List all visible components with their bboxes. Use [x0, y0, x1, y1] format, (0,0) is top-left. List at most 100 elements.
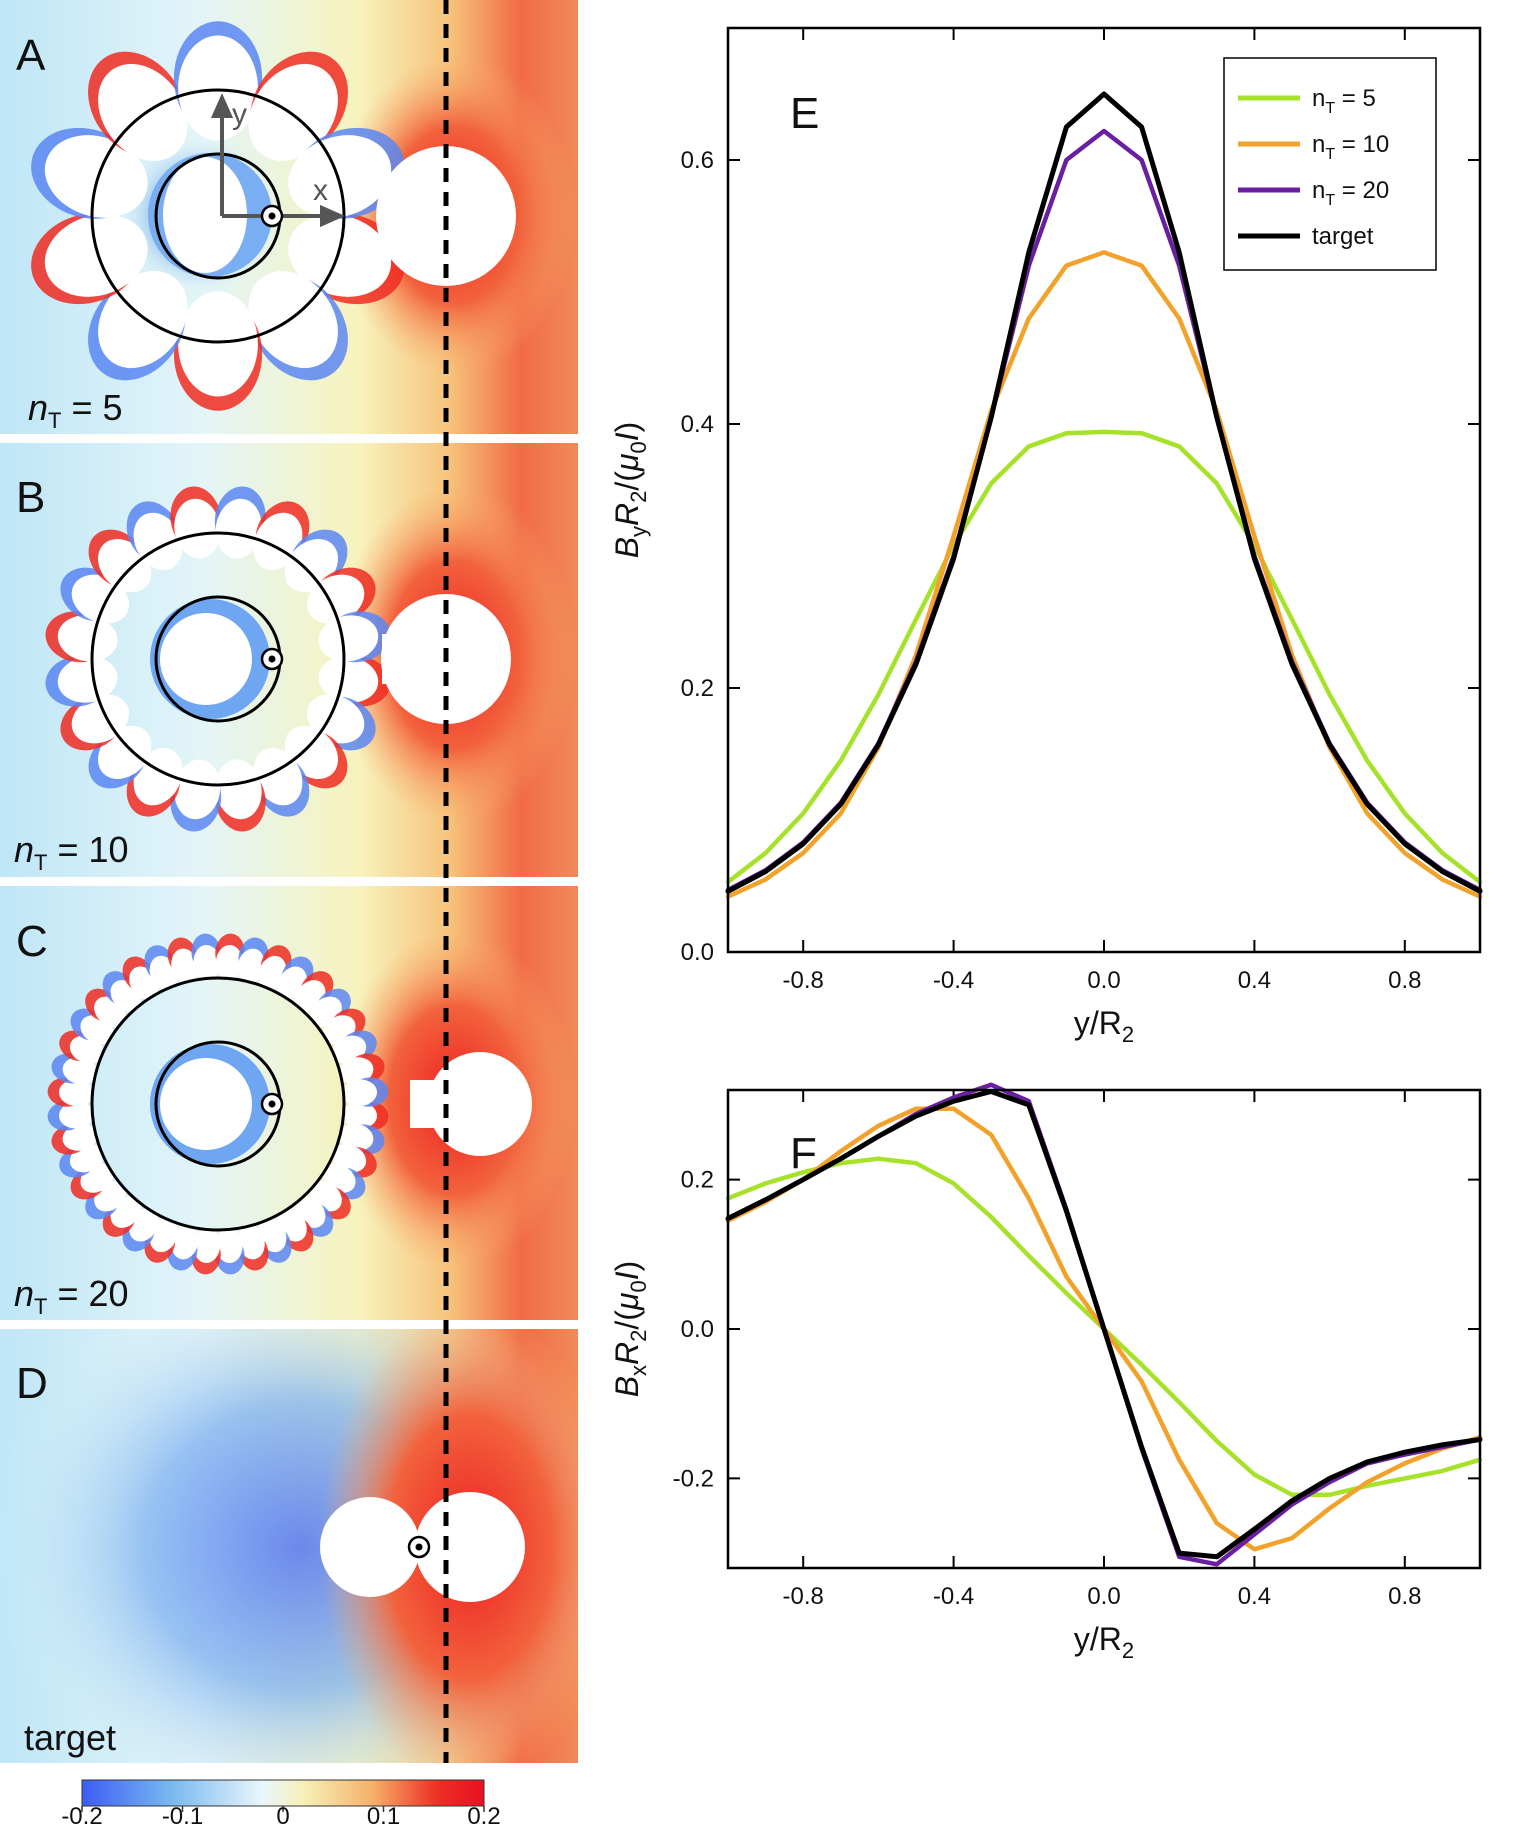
colorbar-tick-label: -0.1	[162, 1803, 203, 1826]
x-tick-label: 0.0	[1087, 1583, 1120, 1610]
lobe	[174, 498, 221, 559]
y-axis-glyph-label: y	[232, 98, 247, 131]
colorbar-tick-label: -0.2	[61, 1803, 102, 1826]
current-marker	[407, 1535, 431, 1559]
y-tick-label: 0.0	[681, 939, 714, 966]
lobe	[193, 1228, 221, 1264]
lobe	[58, 1079, 94, 1107]
field-map-d: D target	[0, 1329, 578, 1763]
panel-letter-f: F	[790, 1129, 817, 1178]
lobe	[178, 291, 258, 397]
x-tick-label: 0.4	[1238, 967, 1271, 994]
colorbar-tick-label: 0.1	[367, 1803, 400, 1826]
x-tick-label: -0.8	[783, 967, 824, 994]
chart-f-ticks: -0.8 -0.4 0.0 0.4 0.8 -0.2 0.0 0.2	[673, 1090, 1480, 1610]
lobe	[237, 948, 265, 984]
chart-f: -0.8 -0.4 0.0 0.4 0.8 -0.2 0.0 0.2 F y/R2 BxR2/…	[609, 1082, 1483, 1663]
lobe	[342, 1079, 378, 1107]
current-marker	[260, 647, 284, 671]
x-tick-label: 0.4	[1238, 1583, 1271, 1610]
legend-label: nT = 20	[1312, 177, 1389, 209]
y-tick-label: 0.0	[681, 1316, 714, 1343]
x-tick-label: 0.8	[1388, 1583, 1421, 1610]
panel-separator	[0, 877, 580, 886]
field-map-c: C nT = 20	[0, 886, 578, 1320]
panel-letter-e: E	[790, 89, 819, 138]
lobe	[338, 1123, 374, 1151]
inner-core	[160, 1058, 252, 1150]
x-tick-label: -0.4	[933, 1583, 974, 1610]
nt-label-c: nT = 20	[14, 1273, 129, 1319]
lobe	[318, 656, 379, 703]
panel-separator	[0, 434, 580, 443]
lobe-ring	[31, 21, 405, 411]
chart-e: -0.8 -0.4 0.0 0.4 0.80.00.20.40.6 E nT = 5nT…	[609, 26, 1483, 1047]
colorbar: -0.2 -0.1 0 0.1 0.2	[61, 1779, 501, 1826]
lobe	[193, 944, 221, 980]
field-map-b: B nT = 10	[0, 443, 578, 877]
y-tick-label: 0.4	[681, 411, 714, 438]
lobe	[178, 35, 258, 141]
right-blob	[415, 1492, 525, 1602]
lobe	[62, 1057, 98, 1085]
chart-f-x-axis-title: y/R2	[1074, 1621, 1134, 1663]
lobe	[215, 1228, 243, 1264]
lobe	[288, 214, 392, 297]
lobe	[58, 1101, 94, 1129]
outer-boundary-circle	[90, 531, 346, 787]
panel-letter-c: C	[16, 917, 48, 966]
blob-neck	[382, 634, 452, 684]
lobe	[44, 135, 148, 218]
lobe	[288, 135, 392, 218]
lobe	[215, 498, 262, 559]
x-tick-label: -0.4	[933, 967, 974, 994]
lobe	[171, 1224, 199, 1260]
inner-core	[160, 613, 252, 705]
y-tick-label: 0.2	[681, 1167, 714, 1194]
lobe	[62, 1123, 98, 1151]
chart-e-y-axis-title: ByR2/(μ0I)	[609, 422, 651, 559]
colorbar-ticks: -0.2 -0.1 0 0.1 0.2	[61, 1803, 500, 1826]
chart-e-x-axis-title: y/R2	[1074, 1005, 1134, 1047]
panel-separator	[0, 1320, 580, 1329]
lobe	[171, 948, 199, 984]
field-map-a: y x A nT = 5	[0, 0, 578, 434]
target-label: target	[24, 1717, 116, 1758]
chart-e-frame	[726, 26, 1482, 954]
chart-f-y-axis-title: BxR2/(μ0I)	[609, 1261, 651, 1398]
nt-label-b: nT = 10	[14, 829, 129, 875]
series-line-n-t-5	[725, 429, 1483, 885]
series-line-n-t-10	[725, 250, 1483, 899]
lobe	[44, 214, 148, 297]
panel-letter-d: D	[16, 1359, 48, 1408]
series-line-target	[725, 91, 1483, 894]
lobe	[338, 1057, 374, 1085]
x-tick-label: -0.8	[783, 1583, 824, 1610]
chart-e-ticks: -0.8 -0.4 0.0 0.4 0.8 0.0 0.2 0.4 0.6	[681, 28, 1480, 994]
x-tick-label: 0.0	[1087, 967, 1120, 994]
current-marker	[260, 1092, 284, 1116]
lobe	[342, 1101, 378, 1129]
legend-label: nT = 5	[1312, 85, 1376, 117]
current-marker	[260, 204, 284, 228]
nt-label-a: nT = 5	[28, 387, 123, 433]
chart-e-legend: nT = 5 nT = 10 nT = 20 target	[1223, 57, 1437, 271]
blob-neck	[380, 190, 450, 242]
lobe	[174, 759, 221, 820]
y-tick-label: 0.6	[681, 147, 714, 174]
lobe	[215, 759, 262, 820]
chart-f-frame	[726, 1088, 1482, 1570]
colorbar-gradient	[81, 1779, 485, 1807]
colorbar-tick-label: 0	[276, 1803, 289, 1826]
legend-label: target	[1312, 223, 1374, 250]
x-tick-label: 0.8	[1388, 967, 1421, 994]
legend-label: nT = 10	[1312, 131, 1389, 163]
left-blob	[320, 1497, 420, 1597]
series-line-target	[725, 1089, 1483, 1560]
panel-letter-b: B	[16, 473, 45, 522]
lobe	[57, 656, 118, 703]
y-tick-label: 0.2	[681, 675, 714, 702]
lobe	[318, 615, 379, 662]
chart-f-series	[725, 1082, 1483, 1567]
